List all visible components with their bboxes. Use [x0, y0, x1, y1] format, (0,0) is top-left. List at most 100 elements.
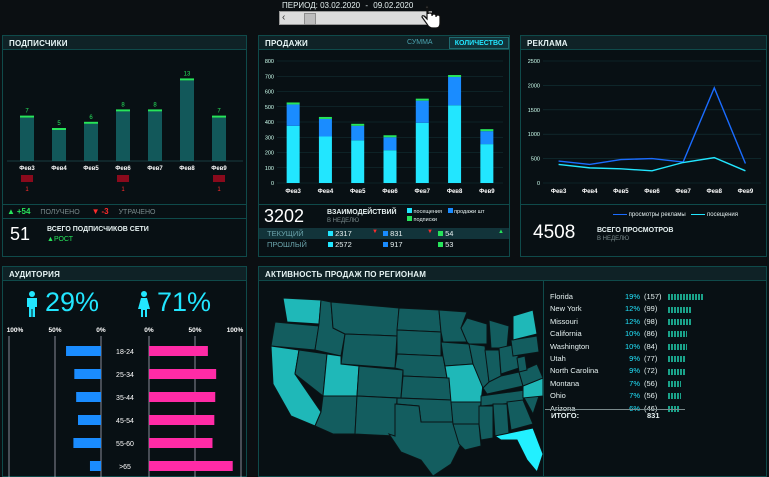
- map-pennsylvania: [510, 335, 540, 357]
- map-georgia: [506, 399, 534, 431]
- down-arrow-icon: ▼: [91, 207, 100, 216]
- aud-group-label-2: 35-44: [116, 395, 134, 402]
- regions-table-body: Florida 19% (157) New York 12% (99) Missouri 12…: [549, 291, 705, 415]
- region-count: (84): [644, 341, 658, 351]
- tab-sum[interactable]: СУММА: [407, 39, 433, 46]
- aud-female-bar-2: [149, 392, 216, 402]
- sales-bar-subs-4: [415, 98, 429, 101]
- scroll-thumb[interactable]: [304, 13, 316, 25]
- gained-label: ПОЛУЧЕНО: [40, 209, 80, 216]
- scroll-left-arrow-icon[interactable]: ‹: [282, 12, 286, 23]
- region-count: (46): [644, 403, 658, 413]
- sales-ytick-5: 500: [265, 105, 274, 111]
- sales-ytick-6: 600: [265, 90, 274, 96]
- sales-bar-subs-1: [318, 116, 332, 119]
- sales-bar-subs-0: [286, 102, 300, 105]
- region-bar: [668, 343, 687, 350]
- subscribers-summary: ▲ +54 ПОЛУЧЕНО ▼ -3 УТРАЧЕНО: [7, 207, 155, 216]
- sales-bar-visits-6: [480, 144, 494, 183]
- aud-group-label-4: 55-60: [116, 441, 134, 448]
- sales-xtick-4: Фев7: [415, 189, 431, 195]
- subscribers-net-divider: [3, 218, 246, 219]
- ads-xtick-0: Фев3: [551, 189, 567, 195]
- region-bar-cell: [667, 403, 705, 415]
- period-end: 09.02.2020: [373, 1, 414, 10]
- current-subs-cell: 54 ▲: [434, 228, 509, 239]
- ads-ytick-5: 2500: [528, 59, 540, 65]
- sales-bar-sales-0: [286, 104, 300, 126]
- subs-lost-bar-3: [117, 175, 129, 182]
- blue-square-icon-2: [383, 242, 388, 247]
- region-percent: 7%: [629, 391, 640, 401]
- aud-axis-left-0: 100%: [7, 327, 24, 334]
- period-scrollbar[interactable]: ‹ ›: [279, 11, 432, 25]
- regions-total: 831: [647, 411, 660, 420]
- subscribers-panel: ПОДПИСЧИКИ 7 Фев3 1 5 Фев4 6 Фев5 8 Фев6 1 8 Фев7 13…: [2, 35, 247, 257]
- map-texas: [387, 403, 462, 476]
- sales-bar-visits-5: [448, 105, 462, 183]
- legend-subs-label: подписки: [413, 217, 437, 223]
- ads-line-0: [558, 86, 747, 166]
- aud-axis-left-1: 50%: [48, 327, 61, 334]
- sales-bar-subs-6: [480, 129, 494, 132]
- ads-xtick-1: Фев4: [582, 189, 598, 195]
- sales-xtick-5: Фев8: [447, 189, 463, 195]
- map-montana: [330, 301, 400, 337]
- subscribers-net-label: ВСЕГО ПОДПИСЧИКОВ СЕТИ: [47, 226, 149, 233]
- subs-lost-value-6: 1: [217, 187, 221, 193]
- aud-female-bar-4: [149, 438, 213, 448]
- aud-female-bar-0: [149, 346, 208, 356]
- subscribers-net: 51: [10, 224, 31, 244]
- map-arkansas: [450, 401, 482, 425]
- sales-compare-table: ТЕКУЩИЙ 2317 ▼ 831 ▼ 54 ▲ ПРОШЛЫЙ 2572 917 …: [259, 228, 509, 250]
- ads-xtick-3: Фев6: [644, 189, 660, 195]
- female-percent: 71%: [157, 287, 212, 317]
- map-arizona: [314, 395, 358, 435]
- region-state: Washington: [550, 341, 590, 351]
- sales-divider: [259, 204, 509, 205]
- subs-bar-6: [212, 117, 226, 161]
- aud-male-bar-0: [66, 346, 101, 356]
- subs-bar-cap-0: [20, 115, 34, 118]
- map-new-mexico: [354, 395, 398, 437]
- region-bar: [668, 405, 679, 412]
- legend-visits-swatch: [407, 208, 412, 213]
- ads-total-label: ВСЕГО ПРОСМОТРОВ: [597, 227, 674, 234]
- subs-value-3: 8: [121, 102, 125, 108]
- legend-visits: посещения продажи шт: [407, 208, 485, 216]
- ads-xtick-4: Фев7: [675, 189, 691, 195]
- ads-ytick-1: 500: [531, 157, 540, 163]
- sales-bar-subs-3: [383, 135, 397, 138]
- current-visits-cell: 2317 ▼: [327, 228, 379, 239]
- region-state: Montana: [550, 378, 580, 388]
- ads-title: РЕКЛАМА: [521, 36, 766, 50]
- sales-xtick-1: Фев4: [318, 189, 334, 195]
- region-percent: 9%: [629, 366, 640, 376]
- map-north-dakota: [396, 307, 442, 333]
- map-iowa: [440, 341, 474, 367]
- legend-visits-label: посещения: [413, 209, 442, 215]
- subs-value-0: 7: [25, 109, 29, 115]
- tab-quantity[interactable]: КОЛИЧЕСТВО: [449, 37, 509, 49]
- subs-lost-bar-0: [21, 175, 33, 182]
- current-label: ТЕКУЩИЙ: [267, 229, 304, 238]
- male-icon: [27, 291, 37, 317]
- ads-line-1: [558, 156, 746, 172]
- ads-total: 4508: [533, 222, 576, 243]
- aud-male-bar-4: [73, 438, 101, 448]
- ads-total-sub: В НЕДЕЛЮ: [597, 236, 630, 242]
- audience-chart: 100% 50% 0% 0% 50% 100% 18-24 25-34 35-44 45-54 55…: [7, 327, 244, 477]
- ads-xtick-2: Фев5: [613, 189, 629, 195]
- region-row: California 10% (86): [549, 328, 705, 340]
- sales-ytick-3: 300: [265, 135, 274, 141]
- legend-subs-swatch: [407, 216, 412, 221]
- subs-bar-1: [52, 130, 66, 161]
- region-percent: 7%: [629, 378, 640, 388]
- ads-ytick-2: 1000: [528, 132, 540, 138]
- sales-bar-subs-5: [448, 75, 462, 78]
- sales-bar-subs-2: [351, 123, 365, 126]
- aud-group-label-3: 45-54: [116, 418, 134, 425]
- previous-visits: 2572: [335, 240, 352, 249]
- aud-male-bar-3: [78, 415, 101, 425]
- region-state: Arizona: [550, 403, 576, 413]
